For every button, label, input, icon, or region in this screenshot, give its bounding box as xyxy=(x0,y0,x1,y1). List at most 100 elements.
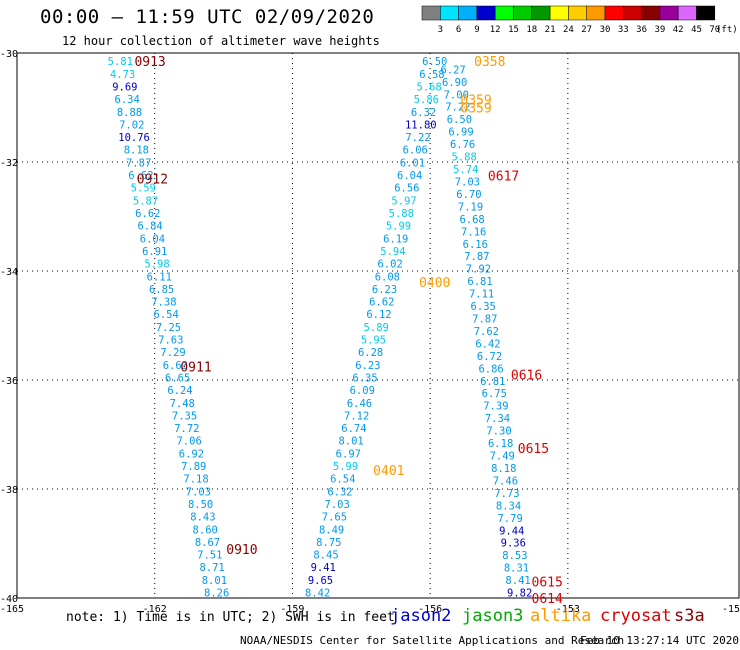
colorbar-swatch xyxy=(604,5,624,21)
data-label-altika: 5.97 xyxy=(391,195,416,207)
data-label-s3a: 6.92 xyxy=(179,448,204,460)
data-label-altika: 6.02 xyxy=(377,259,402,271)
colorbar-swatch xyxy=(623,5,642,21)
legend-s3a: s3a xyxy=(674,606,705,626)
data-label-cryosat: 6.75 xyxy=(482,388,507,400)
data-label-cryosat: 6.76 xyxy=(450,139,475,151)
colorbar-swatch xyxy=(677,5,697,21)
x-tick-label: -156 xyxy=(418,604,442,615)
data-label-altika: 5.68 xyxy=(417,81,442,93)
x-tick-label: -162 xyxy=(143,604,167,615)
data-label-cryosat: 6.68 xyxy=(459,214,484,226)
data-label-altika: 9.41 xyxy=(311,562,336,574)
data-label-cryosat: 7.73 xyxy=(494,488,519,500)
data-label-altika: 6.32 xyxy=(411,107,436,119)
colorbar-tick-label: 45 xyxy=(691,25,702,35)
data-label-s3a: 7.87 xyxy=(126,157,151,169)
colorbar-tick-label: 6 xyxy=(456,25,461,35)
page-subtitle: 12 hour collection of altimeter wave hei… xyxy=(62,34,380,48)
plot-frame xyxy=(16,52,740,599)
data-label-s3a: 7.72 xyxy=(174,423,199,435)
legend-jason2: jason2 xyxy=(390,606,452,626)
data-label-altika: 6.04 xyxy=(397,170,422,182)
data-label-cryosat: 6.27 xyxy=(440,64,465,76)
legend-altika: altika xyxy=(530,606,592,626)
colorbar-tick-label: 24 xyxy=(563,25,574,35)
data-label-s3a: 5.87 xyxy=(133,195,158,207)
time-label: 0617 xyxy=(488,170,519,185)
data-label-cryosat: 6.81 xyxy=(480,376,505,388)
data-label-s3a: 7.03 xyxy=(186,486,211,498)
colorbar-swatch xyxy=(513,5,533,21)
data-label-s3a: 6.24 xyxy=(167,385,192,397)
data-label-s3a: 6.91 xyxy=(142,246,167,258)
time-label: 0614 xyxy=(532,592,563,607)
colorbar-swatch xyxy=(696,5,716,21)
data-label-altika: 6.23 xyxy=(372,284,397,296)
time-label: 0912 xyxy=(137,172,168,187)
colorbar-swatch xyxy=(641,5,661,21)
data-label-cryosat: 7.92 xyxy=(466,264,491,276)
data-label-s3a: 7.25 xyxy=(156,322,181,334)
y-tick-label: -30 xyxy=(0,49,18,60)
data-label-cryosat: 6.18 xyxy=(488,438,513,450)
data-label-altika: 6.08 xyxy=(375,271,400,283)
data-label-s3a: 7.89 xyxy=(181,461,206,473)
data-label-altika: 6.46 xyxy=(347,398,372,410)
data-label-cryosat: 6.50 xyxy=(447,114,472,126)
colorbar-tick-label: 18 xyxy=(526,25,537,35)
colorbar-swatch xyxy=(531,5,551,21)
legend-jason3: jason3 xyxy=(462,606,524,626)
time-label: 0359 xyxy=(460,93,491,108)
data-label-s3a: 7.35 xyxy=(172,410,197,422)
data-label-altika: 5.94 xyxy=(380,246,405,258)
credit-text: NOAA/NESDIS Center for Satellite Applica… xyxy=(240,634,625,647)
colorbar-tick-label: 33 xyxy=(618,25,629,35)
data-label-s3a: 5.59 xyxy=(131,183,156,195)
data-label-s3a: 7.29 xyxy=(160,347,185,359)
data-label-altika: 6.56 xyxy=(394,183,419,195)
data-label-s3a: 8.01 xyxy=(202,575,227,587)
data-label-s3a: 7.51 xyxy=(197,550,222,562)
y-tick-label: -36 xyxy=(0,376,18,387)
time-label: 0615 xyxy=(532,576,563,591)
data-label-s3a: 7.18 xyxy=(183,474,208,486)
data-label-altika: 6.62 xyxy=(369,297,394,309)
data-label-altika: 6.28 xyxy=(358,347,383,359)
colorbar-swatch xyxy=(549,5,569,21)
data-label-altika: 6.01 xyxy=(400,157,425,169)
data-label-altika: 6.35 xyxy=(352,372,377,384)
time-label: 0913 xyxy=(134,55,165,70)
data-label-altika: 6.06 xyxy=(403,145,428,157)
data-label-s3a: 8.43 xyxy=(190,512,215,524)
data-label-s3a: 6.84 xyxy=(137,221,162,233)
data-label-s3a: 6.62 xyxy=(135,208,160,220)
colorbar-swatch xyxy=(476,5,496,21)
colorbar-tick-label: 39 xyxy=(654,25,665,35)
data-label-altika: 6.12 xyxy=(366,309,391,321)
x-tick-label: -165 xyxy=(0,604,24,615)
data-label-altika: 6.09 xyxy=(350,385,375,397)
data-label-cryosat: 7.87 xyxy=(464,251,489,263)
colorbar-tick-label: 9 xyxy=(474,25,479,35)
colorbar-swatch xyxy=(421,5,441,21)
y-tick-label: -38 xyxy=(0,485,18,496)
data-label-cryosat: 6.99 xyxy=(448,127,473,139)
data-label-altika: 5.89 xyxy=(364,322,389,334)
data-label-cryosat: 7.03 xyxy=(455,176,480,188)
data-label-s3a: 6.04 xyxy=(140,233,165,245)
data-label-altika: 8.42 xyxy=(305,588,330,600)
data-label-cryosat: 7.00 xyxy=(444,89,469,101)
time-label: 0358 xyxy=(474,55,505,70)
data-label-altika: 6.54 xyxy=(330,474,355,486)
data-label-altika: 5.95 xyxy=(361,335,386,347)
data-label-cryosat: 7.19 xyxy=(458,201,483,213)
data-label-cryosat: 9.82 xyxy=(507,588,532,600)
data-label-altika: 5.99 xyxy=(386,221,411,233)
data-label-cryosat: 8.53 xyxy=(502,550,527,562)
time-label: 0615 xyxy=(518,442,549,457)
data-label-cryosat: 5.88 xyxy=(452,152,477,164)
data-label-cryosat: 8.31 xyxy=(504,563,529,575)
data-label-altika: 6.23 xyxy=(355,360,380,372)
